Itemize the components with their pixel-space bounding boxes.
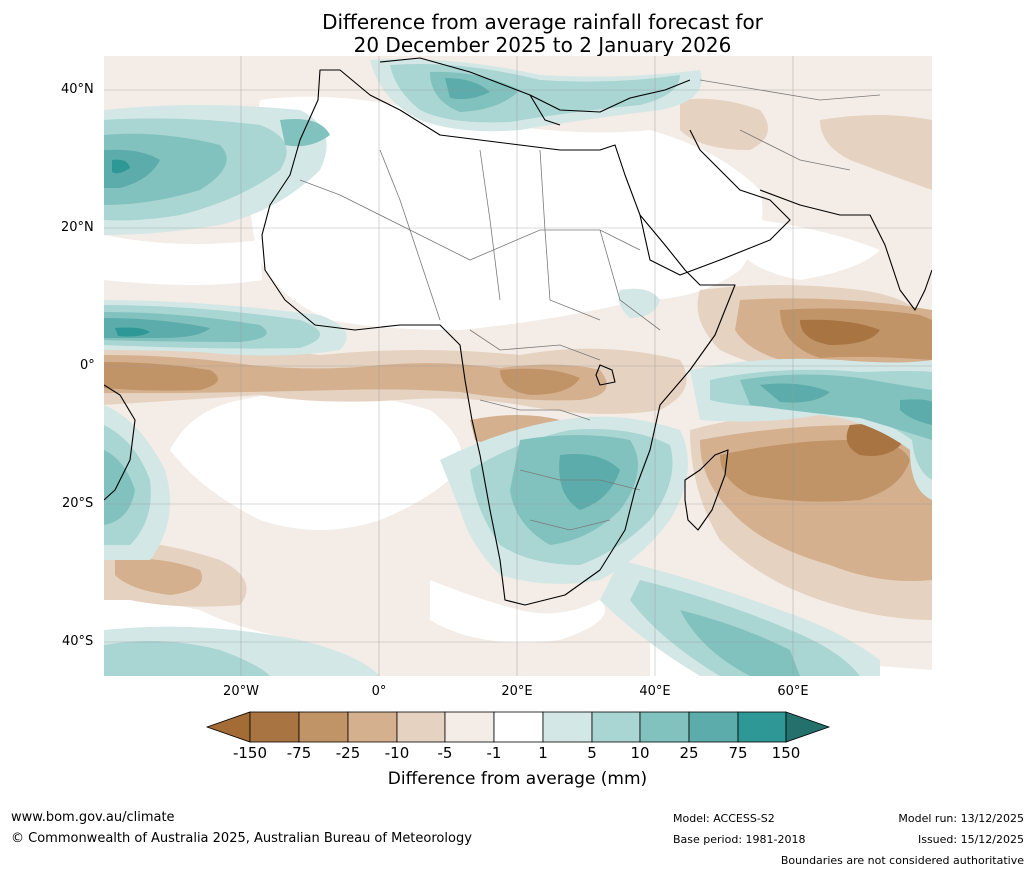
footer-copyright: © Commonwealth of Australia 2025, Austra… [11,831,472,846]
footer-model-run: Model run: 13/12/2025 [898,812,1024,825]
colorbar-tick: 10 [630,744,650,762]
colorbar-tick: 1 [538,744,548,762]
colorbar-bin [688,711,739,743]
footer-base-period: Base period: 1981-2018 [673,833,806,846]
colorbar-bin [249,711,300,743]
colorbar-max-arrow [785,711,831,743]
colorbar-tick: -1 [486,744,502,762]
colorbar-bin [493,711,544,743]
colorbar-bin [444,711,495,743]
colorbar-bin [298,711,349,743]
lat-label-0: 0° [80,358,95,373]
map-title-line1: Difference from average rainfall forecas… [322,10,763,34]
footer-url[interactable]: www.bom.gov.au/climate [11,810,175,825]
colorbar-tick: 25 [679,744,699,762]
colorbar-tick: 150 [771,744,801,762]
colorbar-tick: -5 [437,744,453,762]
colorbar-bin [542,711,593,743]
lon-label-0: 0° [371,684,387,699]
rainfall-anomaly-field [104,56,932,676]
colorbar-bin [396,711,446,743]
lat-label-40n: 40°N [61,82,94,97]
lat-label-20n: 20°N [61,220,94,235]
colorbar-bin [591,711,641,743]
colorbar-bin [347,711,398,743]
colorbar-tick: -25 [335,744,361,762]
colorbar-tick: 5 [587,744,597,762]
colorbar-bin [639,711,690,743]
lat-label-20s: 20°S [62,496,94,511]
lon-label-40e: 40°E [639,684,671,699]
footer-issued: Issued: 15/12/2025 [917,833,1024,846]
colorbar-tick: -75 [286,744,312,762]
map-title-line2: 20 December 2025 to 2 January 2026 [353,33,732,57]
lon-label-20e: 20°E [501,684,533,699]
lat-label-40s: 40°S [62,634,94,649]
lon-label-20w: 20°W [223,684,259,699]
lon-label-60e: 60°E [777,684,809,699]
footer-disclaimer: Boundaries are not considered authoritat… [780,854,1024,867]
colorbar-tick: -150 [232,744,268,762]
colorbar-min-arrow [205,711,251,743]
footer-model: Model: ACCESS-S2 [673,812,775,825]
colorbar-title: Difference from average (mm) [387,769,648,789]
colorbar [205,711,831,743]
colorbar-tick: 75 [728,744,748,762]
colorbar-tick: -10 [384,744,410,762]
colorbar-bin [737,711,787,743]
